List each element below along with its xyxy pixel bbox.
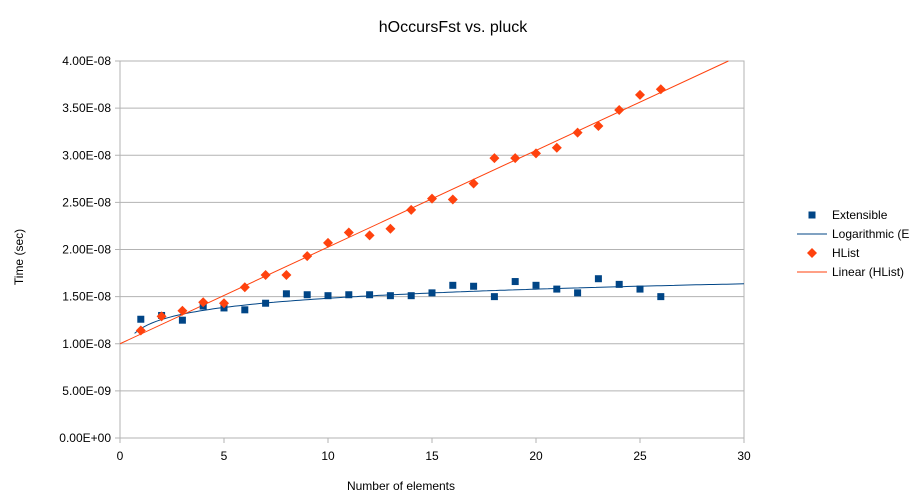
legend-marker	[808, 211, 816, 219]
y-tick-label: 5.00E-09	[62, 384, 111, 398]
data-point-hlist	[323, 237, 333, 248]
data-point-hlist	[239, 282, 250, 293]
data-point-hlist	[593, 121, 604, 132]
data-point-hlist	[655, 84, 666, 95]
data-point-extensible	[490, 293, 498, 301]
x-tick-label: 5	[221, 449, 228, 463]
data-point-hlist	[489, 153, 500, 164]
y-tick-label: 4.00E-08	[62, 54, 111, 68]
data-point-extensible	[262, 299, 270, 307]
legend-marker	[807, 248, 817, 258]
data-point-hlist	[219, 298, 229, 309]
data-point-hlist	[635, 89, 645, 100]
data-point-extensible	[553, 285, 561, 293]
y-tick-label: 3.00E-08	[62, 148, 111, 162]
data-point-hlist	[177, 305, 188, 316]
data-point-extensible	[386, 292, 394, 300]
x-tick-label: 0	[117, 449, 124, 463]
data-point-hlist	[135, 325, 146, 336]
data-point-hlist	[343, 227, 354, 238]
y-tick-label: 3.50E-08	[62, 101, 111, 115]
y-tick-label: 2.50E-08	[62, 195, 111, 209]
y-tick-label: 2.00E-08	[62, 243, 111, 257]
x-tick-label: 30	[737, 449, 751, 463]
data-point-hlist	[198, 297, 209, 308]
y-tick-label: 1.50E-08	[62, 290, 111, 304]
x-axis-title: Number of elements	[347, 479, 455, 493]
data-point-hlist	[447, 194, 458, 205]
data-point-extensible	[470, 282, 478, 290]
data-point-extensible	[532, 281, 540, 289]
data-point-extensible	[657, 293, 665, 301]
data-point-extensible	[511, 278, 519, 286]
trendline-linear	[119, 60, 729, 345]
data-point-extensible	[241, 306, 249, 314]
data-point-extensible	[303, 291, 311, 299]
data-point-extensible	[282, 290, 290, 298]
data-point-extensible	[366, 291, 374, 299]
legend-entry-label: Linear (HList)	[832, 265, 904, 279]
data-point-hlist	[364, 230, 375, 241]
chart-title: hOccursFst vs. pluck	[379, 19, 528, 36]
legend-entry-label: HList	[832, 246, 860, 260]
data-point-extensible	[178, 316, 186, 324]
x-tick-label: 15	[425, 449, 439, 463]
data-point-hlist	[468, 178, 479, 189]
data-point-hlist	[260, 269, 271, 280]
data-point-extensible	[449, 281, 457, 289]
data-point-hlist	[551, 142, 562, 153]
x-tick-label: 20	[529, 449, 543, 463]
data-point-hlist	[510, 153, 521, 164]
data-point-hlist	[302, 251, 313, 262]
x-tick-label: 25	[633, 449, 647, 463]
data-point-hlist	[531, 148, 541, 159]
data-point-extensible	[324, 292, 332, 300]
data-point-extensible	[636, 285, 644, 293]
y-tick-label: 1.00E-08	[62, 337, 111, 351]
data-point-extensible	[428, 289, 436, 297]
legend: Extensible Logarithmic (E HList Linear (HLi…	[797, 208, 909, 279]
data-point-hlist	[385, 223, 396, 234]
data-point-hlist	[406, 204, 417, 215]
y-axis-title: Time (sec)	[12, 229, 26, 285]
legend-entry-label: Logarithmic (E	[832, 227, 909, 241]
data-point-hlist	[614, 105, 625, 116]
y-tick-label: 0.00E+00	[59, 431, 111, 445]
legend-entry-label: Extensible	[832, 208, 888, 222]
x-tick-label: 10	[321, 449, 335, 463]
data-point-hlist	[572, 127, 583, 138]
data-point-extensible	[615, 280, 623, 288]
data-point-extensible	[345, 291, 353, 299]
data-point-extensible	[407, 292, 415, 300]
data-point-extensible	[594, 275, 602, 283]
data-point-hlist	[427, 193, 437, 204]
data-point-hlist	[156, 311, 167, 322]
data-point-extensible	[137, 315, 145, 323]
data-point-hlist	[281, 269, 292, 280]
data-point-extensible	[574, 289, 582, 297]
